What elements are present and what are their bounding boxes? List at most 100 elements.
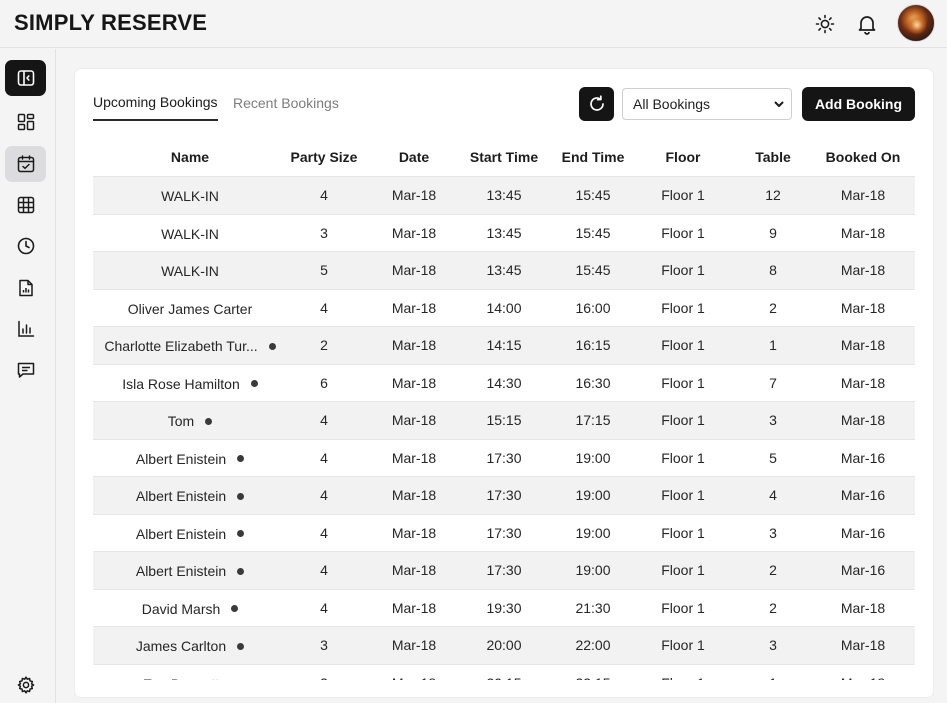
header-col-table: Table: [755, 149, 791, 165]
cell-date: Mar-18: [391, 187, 437, 203]
cell-party-size: 4: [320, 599, 328, 616]
table-row[interactable]: Charlotte Elizabeth Tur... 2 Mar-18 14:15 16…: [93, 326, 915, 364]
cell-start-time: 13:45: [486, 224, 522, 241]
cell-name: Tom: [100, 413, 280, 429]
bell-icon[interactable]: [853, 10, 881, 38]
cell-date: Mar-18: [391, 337, 437, 353]
cell-start-time: 17:30: [486, 524, 522, 541]
cell-date: Mar-18: [324, 675, 504, 681]
sidebar-item-reports[interactable]: [5, 270, 46, 306]
cell-date: Mar-18: [391, 412, 437, 428]
status-dot-icon: [237, 455, 245, 462]
bookings-table: Name Party Size Date Start Time End Time Floo…: [93, 143, 915, 680]
table-row[interactable]: WALK-IN 5 Mar-18 13:45 15:45 Floor 1 8 Mar-18: [93, 251, 915, 289]
cell-booked-on: Mar-18: [840, 187, 886, 203]
cell-party-size: 5: [320, 262, 328, 278]
cell-name: Charlotte Elizabeth Tur...: [100, 338, 280, 354]
table-row[interactable]: WALK-IN 4 Mar-18 13:45 15:45 Floor 1 12 Mar-18: [93, 176, 915, 214]
table-row[interactable]: Tom 4 Mar-18 15:15 17:15 Floor 1 3 Mar-18: [93, 401, 915, 439]
add-booking-button[interactable]: Add Booking: [802, 87, 915, 121]
user-avatar[interactable]: [897, 4, 935, 42]
cell-start-time: 13:45: [486, 262, 522, 278]
cell-date: Mar-18: [391, 487, 437, 503]
cell-end-time: 17:15: [575, 412, 611, 428]
cell-table: 3: [769, 524, 777, 541]
table-row[interactable]: Albert Enistein 4 Mar-18 17:30 19:00 Floor 1 5…: [93, 438, 915, 477]
header-col-floor: Floor: [665, 149, 701, 165]
tab-recent-bookings[interactable]: Recent Bookings: [233, 95, 339, 111]
sidebar-item-analytics[interactable]: [5, 311, 46, 347]
cell-table: 7: [769, 374, 777, 391]
status-dot-icon: [237, 530, 245, 537]
cell-floor: Floor 1: [661, 524, 705, 541]
cell-start-time: 14:00: [486, 299, 522, 316]
refresh-button[interactable]: [579, 87, 614, 121]
table-row[interactable]: Isla Rose Hamilton 6 Mar-18 14:30 16:30 Floor…: [93, 363, 915, 402]
cell-date: Mar-18: [391, 299, 437, 316]
cell-name: Isla Rose Hamilton: [100, 376, 280, 392]
cell-party-size: 4: [320, 524, 328, 541]
cell-booked-on: Mar-18: [773, 675, 915, 681]
guest-name: Isla Rose Hamilton: [122, 375, 240, 392]
sidebar-item-dashboard[interactable]: [5, 104, 46, 140]
cell-start-time: 17:30: [486, 562, 522, 578]
sidebar-item-history[interactable]: [5, 228, 46, 264]
cell-end-time: 19:00: [575, 449, 611, 466]
cell-date: Mar-18: [391, 374, 437, 391]
table-row[interactable]: Albert Enistein 4 Mar-18 17:30 19:00 Floor 1 3…: [93, 513, 915, 552]
table-row[interactable]: Oliver James Carter 4 Mar-18 14:00 16:00 Floo…: [93, 288, 915, 327]
sidebar-item-messages[interactable]: [5, 352, 46, 388]
cell-date: Mar-18: [391, 224, 437, 241]
cell-party-size: 6: [320, 374, 328, 391]
table-row[interactable]: WALK-IN 3 Mar-18 13:45 15:45 Floor 1 9 Mar-18: [93, 213, 915, 252]
guest-name: WALK-IN: [161, 188, 219, 204]
cell-booked-on: Mar-18: [840, 262, 886, 278]
cell-party-size: 4: [320, 412, 328, 428]
status-dot-icon: [268, 342, 276, 350]
header-col-start-time: Start Time: [469, 149, 539, 165]
refresh-icon: [589, 95, 604, 111]
status-dot-icon: [250, 380, 258, 387]
cell-end-time: 19:00: [575, 562, 611, 578]
table-row[interactable]: Albert Enistein 4 Mar-18 17:30 19:00 Floor 1 4…: [93, 476, 915, 514]
cell-end-time: 16:30: [575, 374, 611, 391]
sun-icon[interactable]: [811, 10, 839, 38]
cell-party-size: 2: [234, 675, 414, 681]
cell-floor: Floor 1: [661, 412, 705, 428]
bar-chart-icon: [17, 320, 34, 337]
cell-name: WALK-IN: [100, 226, 280, 242]
cell-booked-on: Mar-18: [840, 224, 886, 241]
table-row[interactable]: James Carlton 3 Mar-18 20:00 22:00 Floor 1 3 Ma…: [93, 626, 915, 664]
brand-title: SIMPLY RESERVE: [14, 10, 208, 35]
cell-end-time: 15:45: [575, 187, 611, 203]
cell-table: 2: [769, 562, 777, 578]
cell-table: 3: [769, 412, 777, 428]
settings-button[interactable]: [5, 667, 46, 703]
status-dot-icon: [237, 642, 245, 650]
cell-party-size: 3: [320, 224, 328, 241]
cell-name: Albert Enistein: [100, 563, 280, 579]
cell-booked-on: Mar-16: [840, 449, 886, 466]
sidebar-item-tables[interactable]: [5, 187, 46, 223]
cell-party-size: 4: [320, 562, 328, 578]
cell-end-time: 19:00: [575, 524, 611, 541]
guest-name: Albert Enistein: [135, 488, 227, 504]
guest-name: Albert Enistein: [135, 525, 227, 542]
sidebar-toggle-button[interactable]: [5, 60, 46, 96]
table-row[interactable]: Albert Enistein 4 Mar-18 17:30 19:00 Floor 1 2…: [93, 551, 915, 589]
cell-table: 3: [769, 637, 777, 653]
cell-name: James Carlton: [100, 638, 280, 654]
guest-name: James Carlton: [135, 638, 227, 654]
cell-end-time: 19:00: [575, 487, 611, 503]
cell-date: Mar-18: [391, 449, 437, 466]
tab-upcoming-bookings[interactable]: Upcoming Bookings: [93, 94, 218, 121]
cell-table: 1: [683, 675, 863, 681]
table-row[interactable]: David Marsh 4 Mar-18 19:30 21:30 Floor 1 2 Mar-…: [93, 588, 915, 627]
cell-end-time: 15:45: [575, 224, 611, 241]
cell-end-time: 16:15: [575, 337, 611, 353]
sidebar-item-bookings[interactable]: [5, 146, 46, 182]
cell-table: 8: [769, 262, 777, 278]
cell-booked-on: Mar-18: [840, 299, 886, 316]
booking-filter-select[interactable]: All Bookings: [622, 88, 792, 120]
